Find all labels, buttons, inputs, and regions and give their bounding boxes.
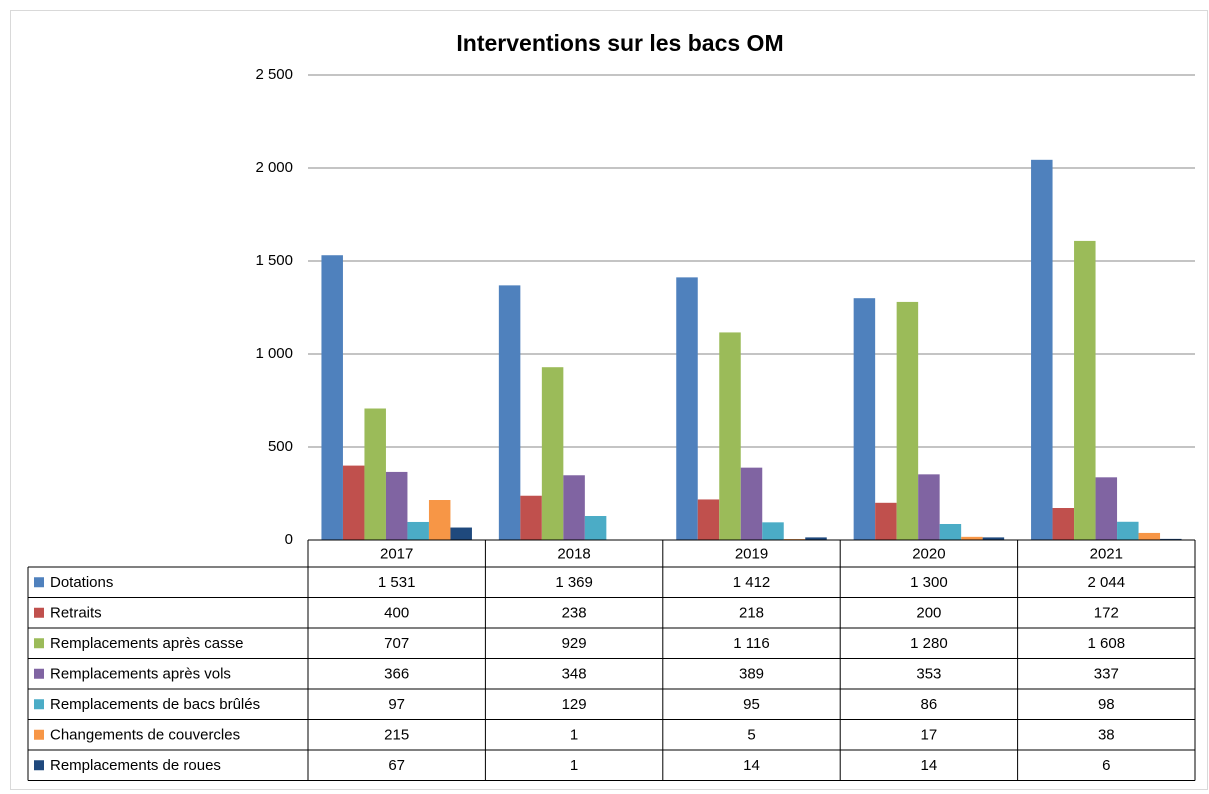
bar xyxy=(896,301,919,540)
table-value: 1 280 xyxy=(910,635,948,652)
table-value: 1 xyxy=(570,757,578,774)
table-value: 129 xyxy=(562,696,587,713)
y-tick-label: 2 500 xyxy=(255,66,293,83)
y-tick-label: 0 xyxy=(285,531,293,548)
table-value: 1 300 xyxy=(910,574,948,591)
x-tick-label: 2019 xyxy=(735,545,768,562)
table-value: 200 xyxy=(916,605,941,622)
table-value: 929 xyxy=(562,635,587,652)
table-value: 95 xyxy=(743,696,760,713)
table-value: 172 xyxy=(1094,605,1119,622)
x-tick-label: 2021 xyxy=(1090,545,1123,562)
bar xyxy=(342,465,365,540)
table-value: 400 xyxy=(384,605,409,622)
legend-swatch xyxy=(34,668,44,679)
legend-swatch xyxy=(34,638,44,649)
table-value: 1 xyxy=(570,727,578,744)
bar xyxy=(719,332,741,540)
table-value: 14 xyxy=(743,757,760,774)
legend-swatch xyxy=(34,729,44,740)
legend-label: Changements de couvercles xyxy=(50,727,240,744)
bar xyxy=(1138,532,1161,540)
bar xyxy=(450,527,472,540)
chart-title: Interventions sur les bacs OM xyxy=(456,30,783,56)
legend-swatch xyxy=(34,607,44,618)
y-tick-label: 2 000 xyxy=(255,159,293,176)
table-value: 238 xyxy=(562,605,587,622)
legend-label: Remplacements de bacs brûlés xyxy=(50,696,260,713)
bar xyxy=(385,471,408,540)
bar xyxy=(875,502,897,540)
legend-label: Remplacements après vols xyxy=(50,666,231,683)
y-tick-label: 1 000 xyxy=(255,345,293,362)
bar xyxy=(1052,508,1075,540)
table-value: 707 xyxy=(384,635,409,652)
legend-label: Dotations xyxy=(50,574,113,591)
bar xyxy=(676,277,698,540)
bar xyxy=(1074,240,1096,541)
bar xyxy=(982,537,1005,540)
bar xyxy=(805,537,827,540)
bar xyxy=(407,521,429,540)
table-value: 1 116 xyxy=(733,635,769,652)
table-value: 215 xyxy=(384,727,409,744)
table-value: 1 412 xyxy=(733,574,771,591)
table-value: 1 531 xyxy=(378,574,416,591)
table-value: 337 xyxy=(1094,666,1119,683)
legend-label: Remplacements après casse xyxy=(50,635,243,652)
legend-swatch xyxy=(34,699,44,710)
bar xyxy=(498,285,521,540)
bar xyxy=(961,536,983,540)
bar xyxy=(364,408,386,540)
legend-swatch xyxy=(34,577,44,588)
table-value: 218 xyxy=(739,605,764,622)
table-value: 366 xyxy=(384,666,409,683)
x-tick-label: 2018 xyxy=(557,545,590,562)
chart-border xyxy=(10,10,1208,790)
table-value: 14 xyxy=(921,757,938,774)
bar xyxy=(584,516,607,540)
table-value: 97 xyxy=(388,696,405,713)
bar xyxy=(697,499,720,540)
bar xyxy=(918,474,940,540)
y-tick-label: 500 xyxy=(268,438,293,455)
table-value: 98 xyxy=(1098,696,1115,713)
table-value: 2 044 xyxy=(1088,574,1126,591)
bar xyxy=(563,475,585,540)
table-value: 1 369 xyxy=(555,574,593,591)
table-value: 1 608 xyxy=(1088,635,1126,652)
table-value: 5 xyxy=(747,727,755,744)
bar xyxy=(1117,521,1139,540)
bar xyxy=(1095,477,1118,540)
table-value: 389 xyxy=(739,666,764,683)
table-value: 38 xyxy=(1098,727,1115,744)
bar xyxy=(1031,159,1053,541)
table-value: 6 xyxy=(1102,757,1110,774)
table-value: 348 xyxy=(562,666,587,683)
bar xyxy=(1160,538,1182,540)
bar xyxy=(853,298,876,540)
bar xyxy=(520,495,542,540)
bar xyxy=(428,500,451,540)
y-tick-label: 1 500 xyxy=(255,252,293,269)
bar xyxy=(541,367,564,540)
bar xyxy=(740,467,763,540)
bar xyxy=(939,524,962,540)
legend-swatch xyxy=(34,760,44,771)
table-value: 86 xyxy=(921,696,938,713)
table-value: 353 xyxy=(916,666,941,683)
table-value: 17 xyxy=(921,727,938,744)
x-tick-label: 2020 xyxy=(912,545,945,562)
bar xyxy=(321,255,343,540)
bar xyxy=(762,522,784,540)
table-value: 67 xyxy=(388,757,405,774)
x-tick-label: 2017 xyxy=(380,545,413,562)
legend-label: Retraits xyxy=(50,605,102,622)
legend-label: Remplacements de roues xyxy=(50,757,221,774)
